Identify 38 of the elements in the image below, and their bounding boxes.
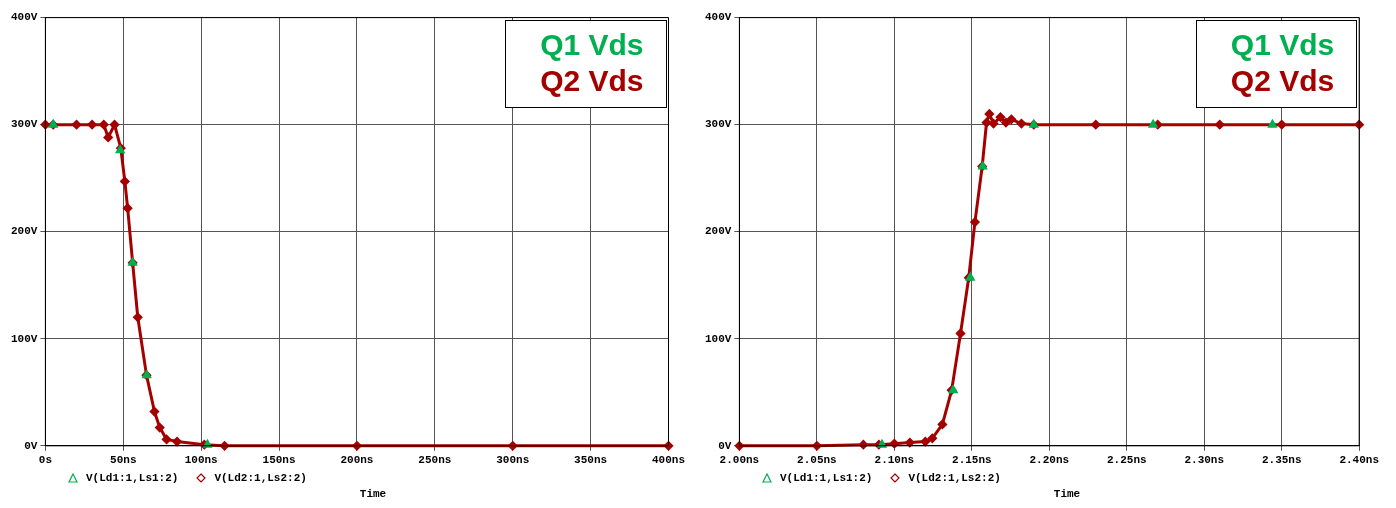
y-tick-label: 200V xyxy=(705,225,732,238)
x-tick-label: 2.00ns xyxy=(719,454,760,467)
x-tick-label: 2.25ns xyxy=(1106,454,1147,467)
y-tick-label: 400V xyxy=(705,11,732,24)
x-tick-label: 2.30ns xyxy=(1184,454,1225,467)
text: Q1 Vds xyxy=(1230,26,1335,63)
x-tick-label: 150ns xyxy=(262,454,296,467)
x-tick-label: 350ns xyxy=(574,454,608,467)
text: V(Ld2:1,Ls2:2) xyxy=(908,472,1001,484)
text: V(Ld1:1,Ls1:2) xyxy=(86,472,179,484)
text: V(Ld2:1,Ls2:2) xyxy=(214,472,307,484)
x-tick-label: 0s xyxy=(38,454,53,467)
y-tick-label: 100V xyxy=(11,332,38,345)
text: Q2 Vds xyxy=(540,62,644,99)
text: V(Ld1:1,Ls1:2) xyxy=(780,472,873,484)
x-tick-label: 100ns xyxy=(184,454,218,467)
x-tick-label: 300ns xyxy=(496,454,530,467)
x-tick-label: 200ns xyxy=(340,454,374,467)
text: Q1 Vds xyxy=(540,26,644,63)
y-tick-label: 300V xyxy=(11,118,38,131)
y-tick-label: 300V xyxy=(705,118,732,131)
y-tick-label: 0V xyxy=(718,439,732,452)
series-label: Q2 Vds xyxy=(1230,62,1335,99)
y-tick-label: 0V xyxy=(24,439,38,452)
y-tick-label: 100V xyxy=(705,332,732,345)
x-axis-title: Time xyxy=(358,488,388,500)
y-tick-label: 200V xyxy=(11,225,38,238)
x-tick-label: 2.10ns xyxy=(874,454,915,467)
x-axis-title: Time xyxy=(1052,488,1082,500)
x-tick-label: 2.20ns xyxy=(1029,454,1070,467)
x-tick-label: 50ns xyxy=(110,454,137,467)
x-tick-label: 250ns xyxy=(418,454,452,467)
x-tick-label: 400ns xyxy=(651,454,686,467)
x-tick-label: 2.05ns xyxy=(797,454,837,467)
y-tick-label: 400V xyxy=(11,11,38,24)
x-tick-label: 2.40ns xyxy=(1339,454,1379,467)
x-tick-label: 2.15ns xyxy=(952,454,992,467)
x-tick-label: 2.35ns xyxy=(1261,454,1302,467)
